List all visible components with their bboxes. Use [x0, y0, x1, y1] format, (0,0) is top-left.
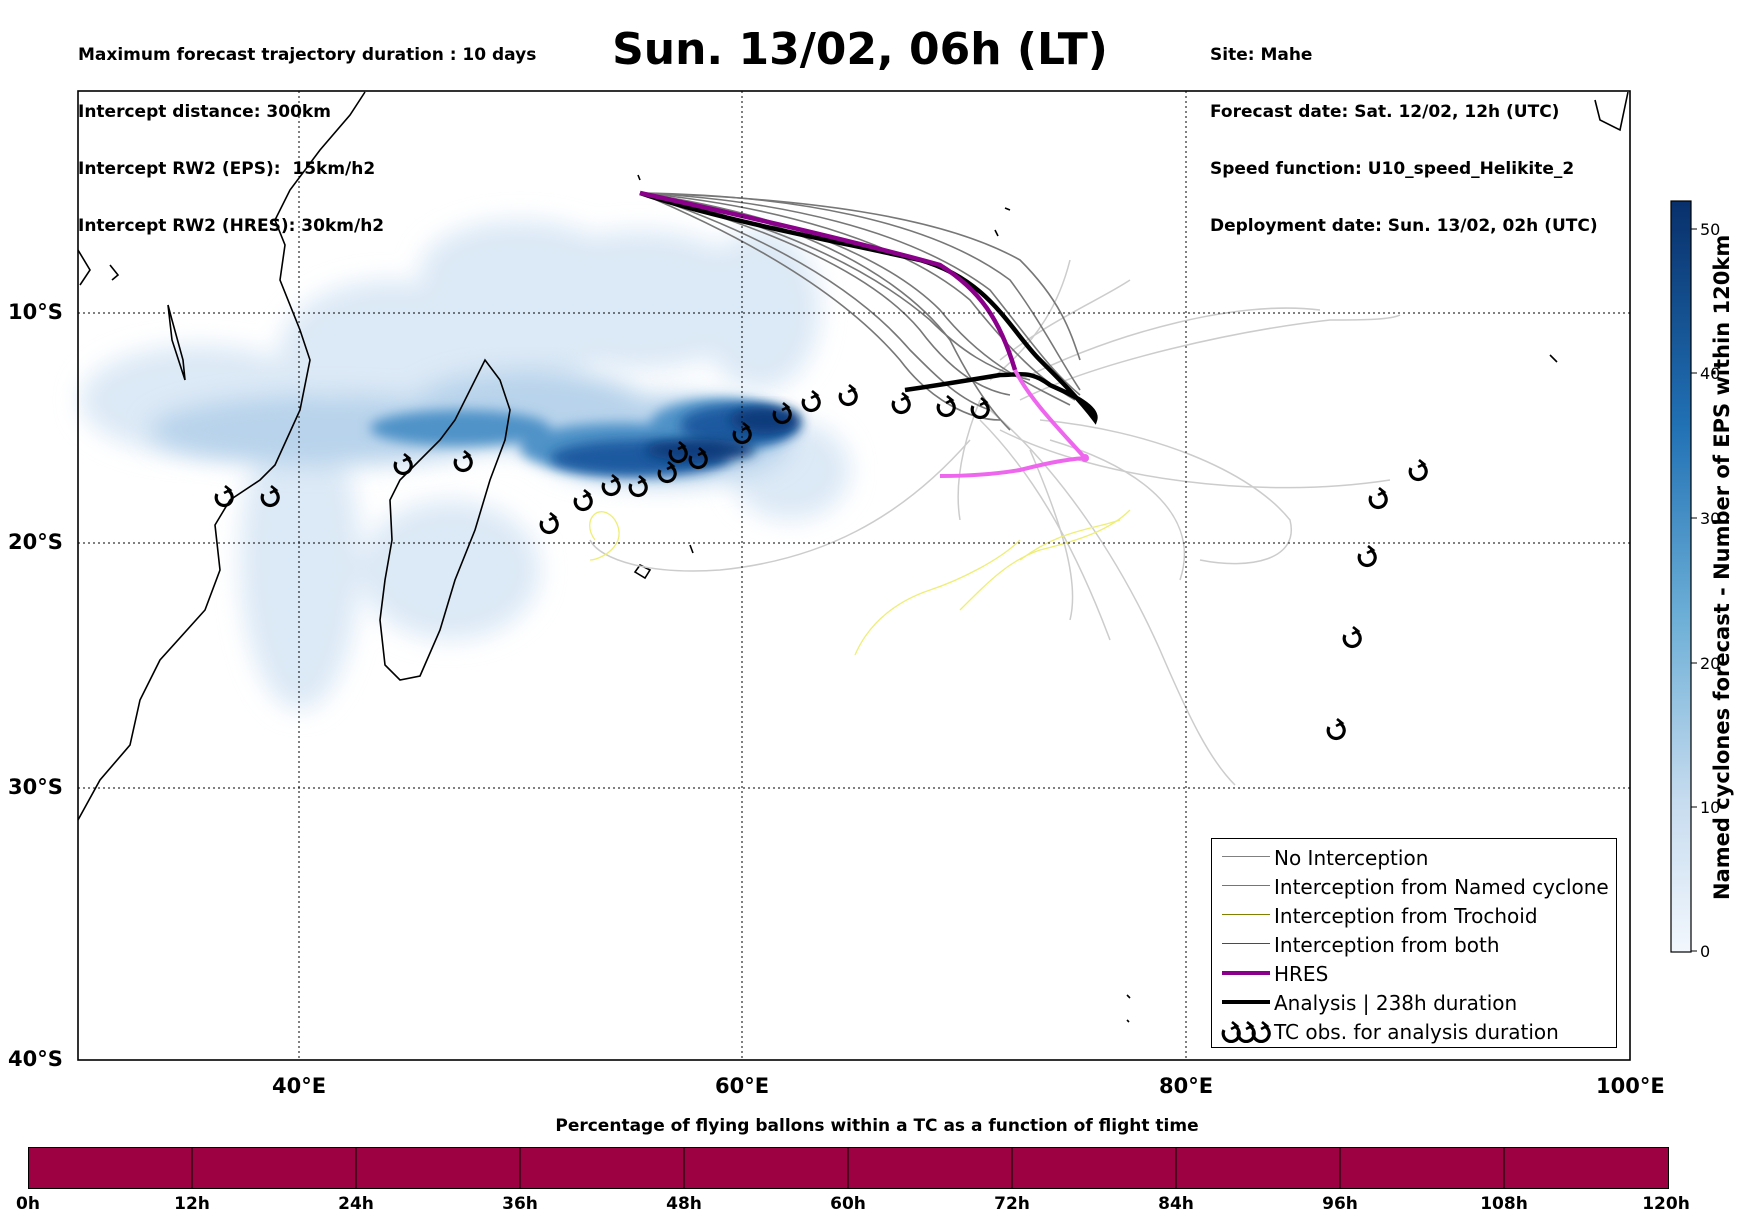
- tc-symbol: [1357, 544, 1377, 568]
- flight-time-tick: 36h: [502, 1194, 538, 1214]
- param-intercept-hres: Intercept RW2 (HRES): 30km/h2: [78, 216, 385, 236]
- lon-label-60e: 60°E: [715, 1074, 770, 1098]
- deployment-info: Site: Mahe Forecast date: Sat. 12/02, 12…: [1210, 8, 1598, 255]
- legend-label: Interception from both: [1274, 933, 1500, 957]
- legend-swatch: [1222, 914, 1270, 915]
- lon-label-40e: 40°E: [272, 1074, 327, 1098]
- colorbar-tick: 0: [1700, 942, 1711, 961]
- legend-item: HRES: [1212, 959, 1616, 988]
- colorbar-tick: 50: [1700, 220, 1721, 239]
- tc-symbol: [838, 383, 858, 407]
- gridlines: [78, 91, 1630, 1060]
- flight-time-tick: 60h: [830, 1194, 866, 1214]
- legend-item: Interception from Named cyclone: [1212, 872, 1616, 901]
- map-frame: [77, 90, 1631, 1061]
- hres-track: [639, 190, 1018, 371]
- lat-label-20s: 20°S: [8, 530, 63, 554]
- legend-item: TC obs. for analysis duration: [1212, 1017, 1616, 1046]
- map-legend: No Interception Interception from Named …: [1211, 838, 1617, 1048]
- legend-swatch: [1222, 971, 1270, 975]
- legend-swatch: [1222, 943, 1270, 944]
- legend-swatch: [1222, 856, 1270, 857]
- param-duration: Maximum forecast trajectory duration : 1…: [78, 45, 537, 65]
- legend-item: Interception from Trochoid: [1212, 901, 1616, 930]
- flight-time-tick: 72h: [994, 1194, 1030, 1214]
- legend-item: Analysis | 238h duration: [1212, 988, 1616, 1017]
- info-speed-function: Speed function: U10_speed_Helikite_2: [1210, 159, 1575, 179]
- hres-endpoint: [1081, 454, 1089, 462]
- legend-label: Analysis | 238h duration: [1274, 991, 1518, 1015]
- tc-symbol: [539, 511, 559, 535]
- flight-time-ticks: [191, 1147, 1505, 1189]
- legend-label: Interception from Named cyclone: [1274, 875, 1609, 899]
- density-colorbar: [1670, 200, 1692, 953]
- tc-symbol: [801, 389, 821, 413]
- map-title: Sun. 13/02, 06h (LT): [612, 24, 1108, 75]
- flight-time-tick: 120h: [1642, 1194, 1690, 1214]
- lat-label-40s: 40°S: [8, 1047, 63, 1071]
- flight-time-title: Percentage of flying ballons within a TC…: [555, 1116, 1199, 1136]
- analysis-track: [639, 190, 1098, 425]
- coastlines: [77, 91, 1629, 1023]
- tc-symbol: [573, 488, 593, 512]
- tc-symbol: [214, 484, 234, 508]
- legend-label: Interception from Trochoid: [1274, 904, 1538, 928]
- flight-time-tick: 108h: [1480, 1194, 1528, 1214]
- colorbar-tick: 40: [1700, 364, 1721, 383]
- flight-time-tick: 48h: [666, 1194, 702, 1214]
- eps-light-tracks: [589, 259, 1401, 786]
- lat-label-30s: 30°S: [8, 775, 63, 799]
- eps-density-field: [80, 220, 850, 710]
- flight-time-tick: 0h: [16, 1194, 40, 1214]
- legend-label: HRES: [1274, 962, 1329, 986]
- colorbar-title: Named cyclones forecast - Number of EPS …: [1710, 234, 1734, 900]
- colorbar-tick: 30: [1700, 509, 1721, 528]
- lon-label-80e: 80°E: [1159, 1074, 1214, 1098]
- flight-time-tick: 12h: [174, 1194, 210, 1214]
- colorbar-ticks: [1691, 228, 1697, 952]
- flight-time-tick: 24h: [338, 1194, 374, 1214]
- legend-swatch: [1222, 885, 1270, 886]
- info-site: Site: Mahe: [1210, 45, 1313, 65]
- lat-label-10s: 10°S: [8, 300, 63, 324]
- legend-item: No Interception: [1212, 843, 1616, 872]
- tc-symbol: [1326, 717, 1346, 741]
- lon-label-100e: 100°E: [1596, 1074, 1665, 1098]
- param-intercept-eps: Intercept RW2 (EPS): 15km/h2: [78, 159, 376, 179]
- legend-swatch: [1222, 1000, 1270, 1004]
- flight-time-tick: 84h: [1158, 1194, 1194, 1214]
- tc-symbol: [891, 391, 911, 415]
- hres-track-later: [939, 369, 1090, 478]
- cyclone-symbol-icon: [1221, 1021, 1271, 1043]
- info-deployment-date: Deployment date: Sun. 13/02, 02h (UTC): [1210, 216, 1598, 236]
- tc-symbol: [1342, 625, 1362, 649]
- info-forecast-date: Forecast date: Sat. 12/02, 12h (UTC): [1210, 102, 1560, 122]
- tc-symbol: [1368, 486, 1388, 510]
- flight-time-tick: 96h: [1322, 1194, 1358, 1214]
- legend-label: TC obs. for analysis duration: [1274, 1020, 1559, 1044]
- legend-label: No Interception: [1274, 846, 1429, 870]
- legend-item: Interception from both: [1212, 930, 1616, 959]
- tc-symbol: [1408, 458, 1428, 482]
- colorbar-tick: 20: [1700, 654, 1721, 673]
- trochoid-tracks: [589, 509, 1131, 656]
- colorbar-tick: 10: [1700, 798, 1721, 817]
